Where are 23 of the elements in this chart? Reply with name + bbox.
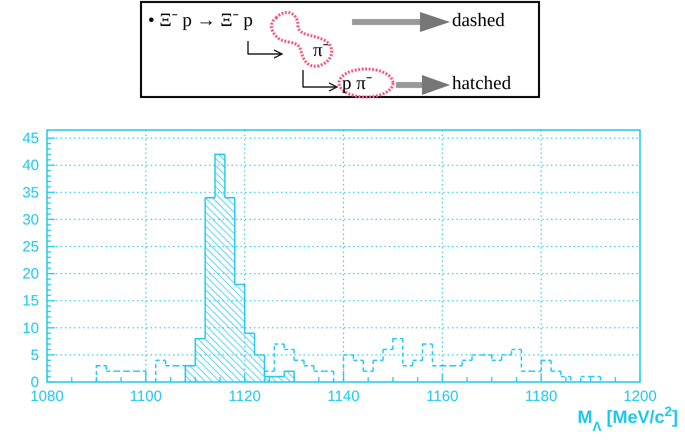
x-tick-label: 1120 <box>228 388 261 405</box>
text: • Ξ⁻ p → Ξ⁻ p <box>148 10 253 31</box>
y-tick-label: 40 <box>22 157 39 174</box>
y-tick-label: 15 <box>22 292 39 310</box>
y-tick-label: 5 <box>30 346 39 364</box>
y-tick-label: 10 <box>22 320 39 337</box>
text: p π⁻ <box>342 73 372 94</box>
x-tick-label: 1140 <box>327 388 360 405</box>
x-tick-label: 1180 <box>525 388 558 405</box>
y-tick-label: 20 <box>22 266 39 283</box>
text: π⁻ <box>313 40 329 61</box>
x-axis-title: M$_{Λ}$ [MeV/c$^{2}$] <box>577 404 678 434</box>
y-tick-label: 45 <box>22 130 39 148</box>
y-tick-label: 30 <box>22 211 39 228</box>
x-tick-label: 1080 <box>30 388 64 405</box>
y-tick-label: 35 <box>22 184 39 202</box>
y-tick-label: 25 <box>22 238 39 256</box>
text: dashed <box>452 10 506 31</box>
text: hatched <box>452 73 512 94</box>
x-tick-label: 1200 <box>623 388 657 405</box>
x-tick-label: 1100 <box>130 388 162 405</box>
x-tick-label: 1160 <box>426 388 458 405</box>
y-tick-label: 0 <box>30 374 39 391</box>
